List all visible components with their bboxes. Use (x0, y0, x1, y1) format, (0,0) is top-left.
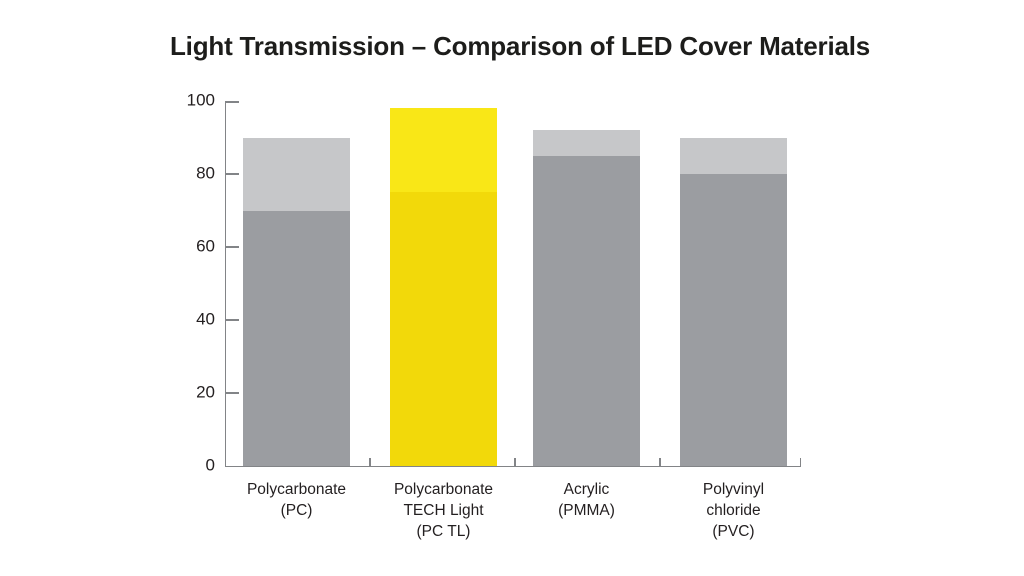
bar-segment-upper (243, 137, 350, 211)
bar-acrylic-pmma (533, 101, 640, 466)
category-label-line: (PC TL) (416, 523, 471, 540)
y-tick-line (226, 392, 239, 394)
chart-title: Light Transmission – Comparison of LED C… (170, 31, 871, 61)
category-label-line: (PMMA) (558, 502, 615, 519)
category-label-line: (PVC) (712, 523, 755, 540)
bar-polycarbonate-techlight-pctl (390, 101, 497, 466)
category-label-line: (PC) (280, 502, 313, 519)
bar-segment-base (680, 174, 787, 466)
category-label: Polycarbonate (PC) (202, 479, 392, 521)
category-label-line: chloride (706, 502, 761, 519)
bar-segment-base (243, 210, 350, 466)
category-label-line: Acrylic (563, 481, 610, 498)
x-axis-end-tick (799, 458, 801, 466)
y-tick-label: 80 (196, 163, 215, 183)
category-label: Polycarbonate TECH Light (PC TL) (349, 479, 539, 542)
y-tick-label: 100 (186, 90, 215, 110)
bar-segment-base (390, 192, 497, 466)
y-tick-line (226, 101, 239, 103)
y-tick-label: 40 (196, 309, 215, 329)
bar-segment-upper (533, 130, 640, 156)
bar-segment-upper (390, 108, 497, 193)
y-tick-label: 0 (205, 455, 215, 475)
y-tick-label: 20 (196, 382, 215, 402)
category-label: Acrylic (PMMA) (492, 479, 682, 521)
bar-segment-upper (680, 137, 787, 174)
category-label-line: TECH Light (403, 502, 484, 519)
bar-polyvinyl-chloride-pvc (680, 101, 787, 466)
plot-area: Polycarbonate (PC) Polycarbonate TECH Light… (187, 91, 801, 540)
x-tick (369, 458, 371, 466)
y-tick-line (226, 246, 239, 248)
y-tick-label: 60 (196, 236, 215, 256)
x-tick (659, 458, 661, 466)
bar-segment-base (533, 155, 640, 466)
y-tick-line (226, 319, 239, 321)
category-label-line: Polyvinyl (702, 481, 765, 498)
category-label-line: Polycarbonate (393, 481, 494, 498)
x-tick (514, 458, 516, 466)
y-tick-line (226, 173, 239, 175)
bar-polycarbonate-pc (243, 101, 350, 466)
category-label-line: Polycarbonate (246, 481, 347, 498)
category-label: Polyvinyl chloride (PVC) (639, 479, 829, 542)
